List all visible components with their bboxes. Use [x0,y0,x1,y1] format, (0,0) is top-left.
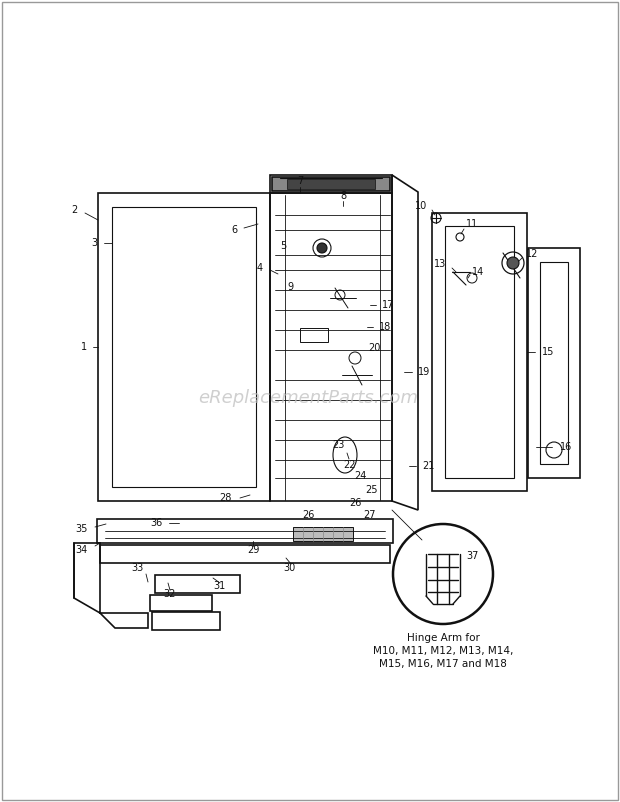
Bar [300,328,328,342]
Text: 18: 18 [379,322,391,332]
Text: 11: 11 [466,219,478,229]
Text: 32: 32 [164,589,176,599]
Circle shape [317,243,327,253]
Text: 30: 30 [284,563,296,573]
Bar [287,179,375,189]
Text: 7: 7 [297,176,303,186]
Bar [272,177,390,191]
Text: 36: 36 [151,518,163,528]
Text: 15: 15 [542,347,554,357]
Text: 14: 14 [472,267,484,277]
Text: 9: 9 [288,282,294,292]
Circle shape [507,257,519,269]
Bar [445,226,514,478]
Text: 13: 13 [434,259,446,269]
Text: 17: 17 [382,300,394,310]
Text: 19: 19 [418,367,430,377]
Bar [112,207,256,487]
Text: Hinge Arm for
M10, M11, M12, M13, M14,
M15, M16, M17 and M18: Hinge Arm for M10, M11, M12, M13, M14, M… [373,633,513,670]
Text: 31: 31 [214,581,226,591]
Text: 10: 10 [415,201,427,211]
Text: 2: 2 [72,205,78,215]
Bar [540,262,568,464]
Bar [155,575,240,593]
Text: 37: 37 [466,551,479,561]
Text: 5: 5 [280,241,286,251]
Text: 28: 28 [219,493,232,503]
Text: 22: 22 [343,460,356,470]
Text: 4: 4 [257,263,263,273]
Text: eReplacementParts.com: eReplacementParts.com [198,389,418,407]
Text: 24: 24 [354,471,366,481]
Text: 6: 6 [231,225,237,235]
Text: 3: 3 [91,238,97,248]
Text: 29: 29 [247,545,259,555]
Text: 21: 21 [422,461,435,471]
Text: 1: 1 [81,342,87,352]
Text: 35: 35 [76,524,88,534]
Bar [152,612,220,630]
Bar [293,527,353,541]
Text: 34: 34 [76,545,88,555]
Bar [98,193,270,501]
Text: 33: 33 [131,563,144,573]
Text: 27: 27 [364,510,376,520]
Bar [432,213,527,491]
Text: 20: 20 [368,343,381,353]
Text: 26: 26 [302,510,314,520]
Text: 26: 26 [349,498,361,508]
Bar [528,248,580,478]
Bar [100,545,390,563]
Bar [270,193,392,501]
Text: 25: 25 [366,485,378,495]
Text: 8: 8 [340,191,346,201]
Text: 12: 12 [526,249,538,259]
Text: 23: 23 [332,440,344,450]
Text: 16: 16 [560,442,572,452]
Bar [150,595,212,611]
